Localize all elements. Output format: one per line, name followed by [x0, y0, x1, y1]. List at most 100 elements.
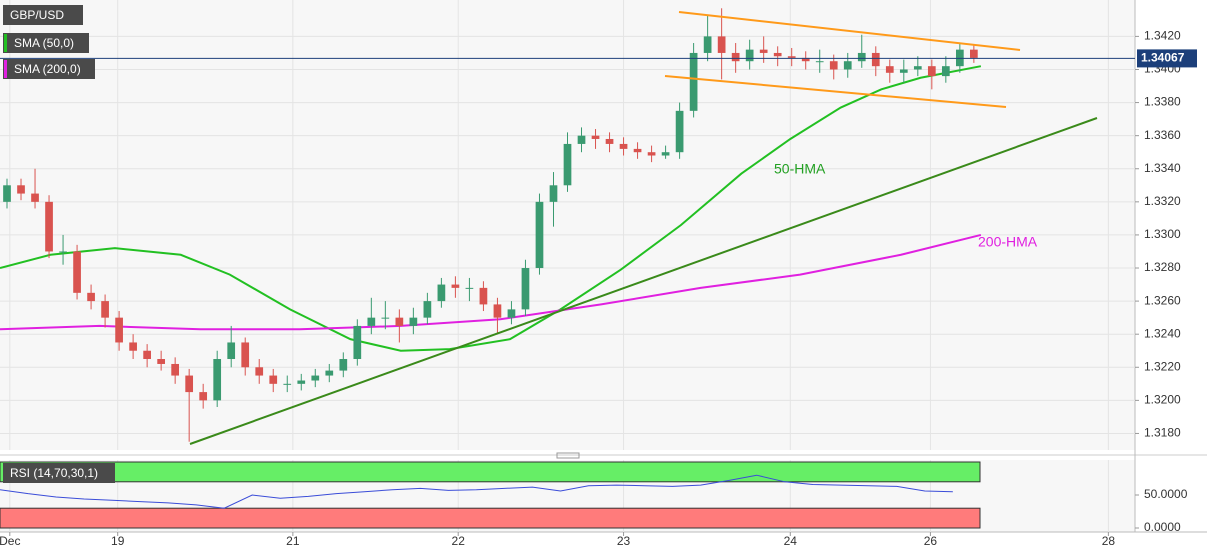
candle-body: [717, 36, 726, 53]
candle-body: [899, 69, 908, 73]
x-tick-label: 22: [452, 534, 466, 548]
candle-body: [647, 152, 656, 156]
candle-body: [913, 66, 922, 70]
candle-body: [255, 367, 264, 376]
divider-handle[interactable]: [556, 452, 580, 459]
channel-bottom: [664, 75, 1007, 108]
y-tick-label: 1.3340: [1144, 161, 1181, 175]
candle-body: [213, 359, 222, 401]
candle-body: [605, 138, 614, 144]
candle-body: [325, 370, 334, 376]
candle-body: [759, 49, 768, 53]
x-tick-label: 24: [784, 534, 798, 548]
y-tick-label: 1.3220: [1144, 359, 1181, 373]
candle-body: [801, 57, 810, 62]
legend-box[interactable]: [3, 463, 115, 483]
x-tick-label: 19: [111, 534, 125, 548]
candle-body: [451, 284, 460, 288]
candle-body: [619, 143, 628, 149]
trend-line: [189, 117, 1098, 445]
candle-body: [493, 304, 502, 318]
legend-swatch: [4, 34, 7, 52]
y-tick-label: 1.3280: [1144, 260, 1181, 274]
candle-body: [675, 110, 684, 153]
candle-body: [437, 284, 446, 302]
candle-body: [661, 152, 670, 156]
y-tick-label: 50.0000: [1144, 487, 1188, 501]
annotation: 50-HMA: [774, 161, 826, 177]
candle-body: [367, 317, 376, 326]
channel-top: [678, 11, 1021, 51]
overbought-zone: [0, 461, 981, 483]
y-tick-label: 1.3200: [1144, 393, 1181, 407]
candle-body: [227, 342, 236, 360]
y-tick-label: 1.3380: [1144, 95, 1181, 109]
candle-body: [731, 52, 740, 62]
candle-body: [297, 380, 306, 384]
candle-body: [171, 363, 180, 376]
x-tick-label: 21: [286, 534, 300, 548]
candle-body: [857, 52, 866, 62]
candle-body: [115, 317, 123, 343]
line: [0, 474, 953, 509]
candle-body: [689, 52, 698, 111]
oversold-zone: [0, 507, 981, 529]
candle-body: [970, 49, 978, 58]
candle-body: [703, 36, 712, 53]
annotation: 200-HMA: [978, 234, 1038, 250]
candle-body: [829, 61, 838, 70]
legend-box[interactable]: [3, 5, 83, 25]
candle-body: [773, 52, 782, 57]
y-tick-label: 0.0000: [1144, 520, 1181, 534]
candle-body: [577, 135, 586, 144]
candle-body: [101, 301, 109, 318]
candle-body: [591, 135, 600, 139]
y-tick-label: 1.3240: [1144, 326, 1181, 340]
candle-body: [843, 61, 852, 70]
legend-label: SMA (50,0): [14, 36, 74, 50]
y-tick-label: 1.3260: [1144, 293, 1181, 307]
marks: [0, 8, 1135, 509]
x-tick-label: Dec: [0, 534, 20, 548]
legend: GBP/USD SMA (50,0) SMA (200,0) RSI (14,7…: [3, 5, 115, 483]
candle-body: [871, 52, 880, 67]
candle-body: [815, 61, 824, 63]
candle-body: [199, 392, 208, 401]
candle-body: [157, 359, 165, 364]
candle-body: [269, 375, 278, 384]
y-tick-label: 1.3360: [1144, 128, 1181, 142]
candle-body: [381, 317, 390, 319]
x-tick-label: 28: [1102, 534, 1116, 548]
candle-body: [885, 66, 894, 73]
candle-body: [941, 66, 950, 77]
candle-body: [563, 143, 572, 186]
candle-body: [787, 56, 796, 58]
last-price-label: 1.34067: [1141, 51, 1185, 65]
candle-body: [927, 66, 936, 77]
candle-body: [3, 185, 11, 202]
candle-body: [283, 383, 292, 385]
candle-body: [45, 201, 53, 252]
candle-body: [31, 193, 39, 202]
candle-body: [423, 301, 432, 318]
legend-swatch: [4, 60, 7, 78]
candle-body: [549, 185, 558, 202]
line: [0, 65, 982, 352]
candle-body: [17, 185, 25, 194]
legend-box[interactable]: [3, 33, 89, 53]
candle-body: [185, 375, 194, 393]
y-tick-label: 1.3300: [1144, 227, 1181, 241]
candle-body: [521, 268, 530, 310]
candle-body: [479, 287, 488, 305]
legend-title: GBP/USD: [10, 8, 64, 22]
candle-body: [745, 49, 754, 62]
candle-body: [353, 325, 362, 360]
legend-label: SMA (200,0): [14, 62, 81, 76]
legend-box[interactable]: [3, 59, 95, 79]
candle-body: [73, 251, 81, 293]
y-tick-label: 1.3180: [1144, 426, 1181, 440]
candle-body: [339, 359, 348, 371]
rsi-title: RSI (14,70,30,1): [10, 466, 98, 480]
